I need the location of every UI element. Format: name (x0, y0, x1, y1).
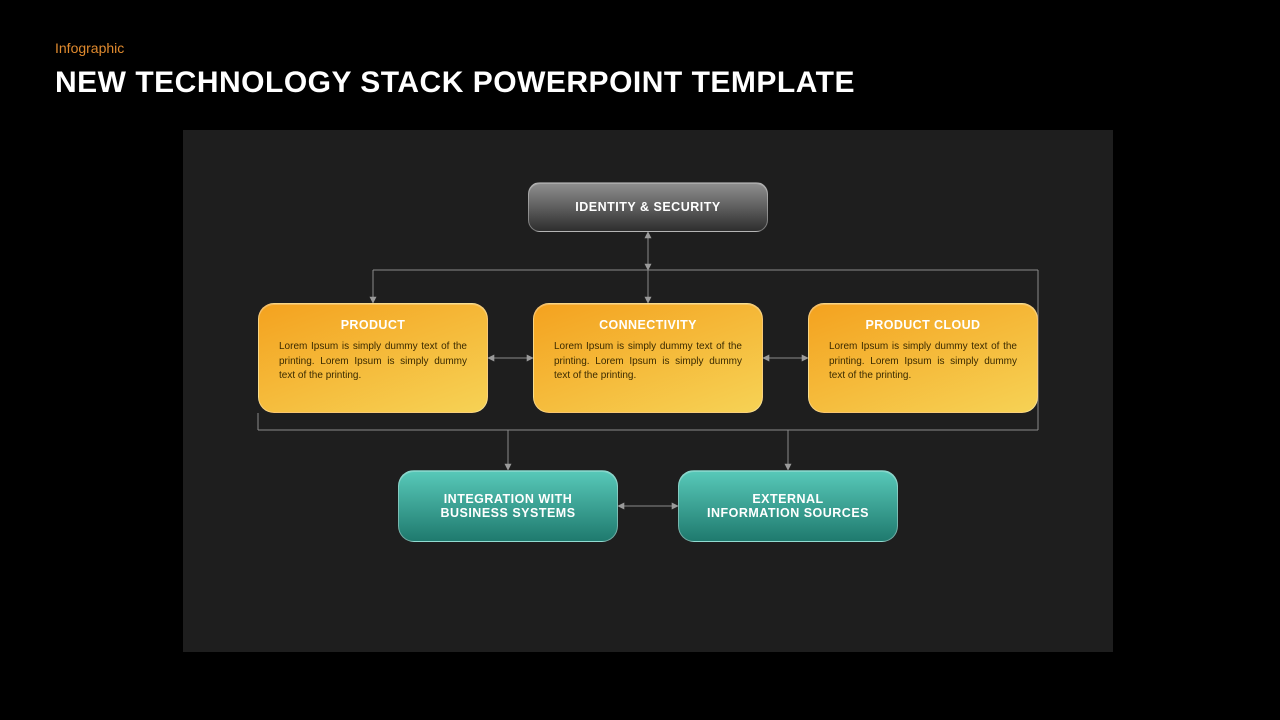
category-label: Infographic (55, 40, 124, 56)
node-identity-security: IDENTITY & SECURITY (528, 182, 768, 232)
node-external-sources: EXTERNAL INFORMATION SOURCES (678, 470, 898, 542)
diagram-canvas: IDENTITY & SECURITY PRODUCT Lorem Ipsum … (183, 130, 1113, 652)
node-line1: EXTERNAL (752, 492, 823, 506)
node-product: PRODUCT Lorem Ipsum is simply dummy text… (258, 303, 488, 413)
node-body: Lorem Ipsum is simply dummy text of the … (554, 340, 742, 384)
node-title: PRODUCT (341, 318, 406, 332)
node-integration-business: INTEGRATION WITH BUSINESS SYSTEMS (398, 470, 618, 542)
node-line2: INFORMATION SOURCES (707, 506, 869, 520)
node-body: Lorem Ipsum is simply dummy text of the … (279, 340, 467, 384)
node-title: IDENTITY & SECURITY (575, 200, 720, 214)
node-connectivity: CONNECTIVITY Lorem Ipsum is simply dummy… (533, 303, 763, 413)
node-body: Lorem Ipsum is simply dummy text of the … (829, 340, 1017, 384)
node-title: CONNECTIVITY (599, 318, 697, 332)
node-line1: INTEGRATION WITH (444, 492, 573, 506)
node-title: PRODUCT CLOUD (866, 318, 981, 332)
node-product-cloud: PRODUCT CLOUD Lorem Ipsum is simply dumm… (808, 303, 1038, 413)
page-title: NEW TECHNOLOGY STACK POWERPOINT TEMPLATE (55, 66, 855, 100)
node-line2: BUSINESS SYSTEMS (440, 506, 575, 520)
